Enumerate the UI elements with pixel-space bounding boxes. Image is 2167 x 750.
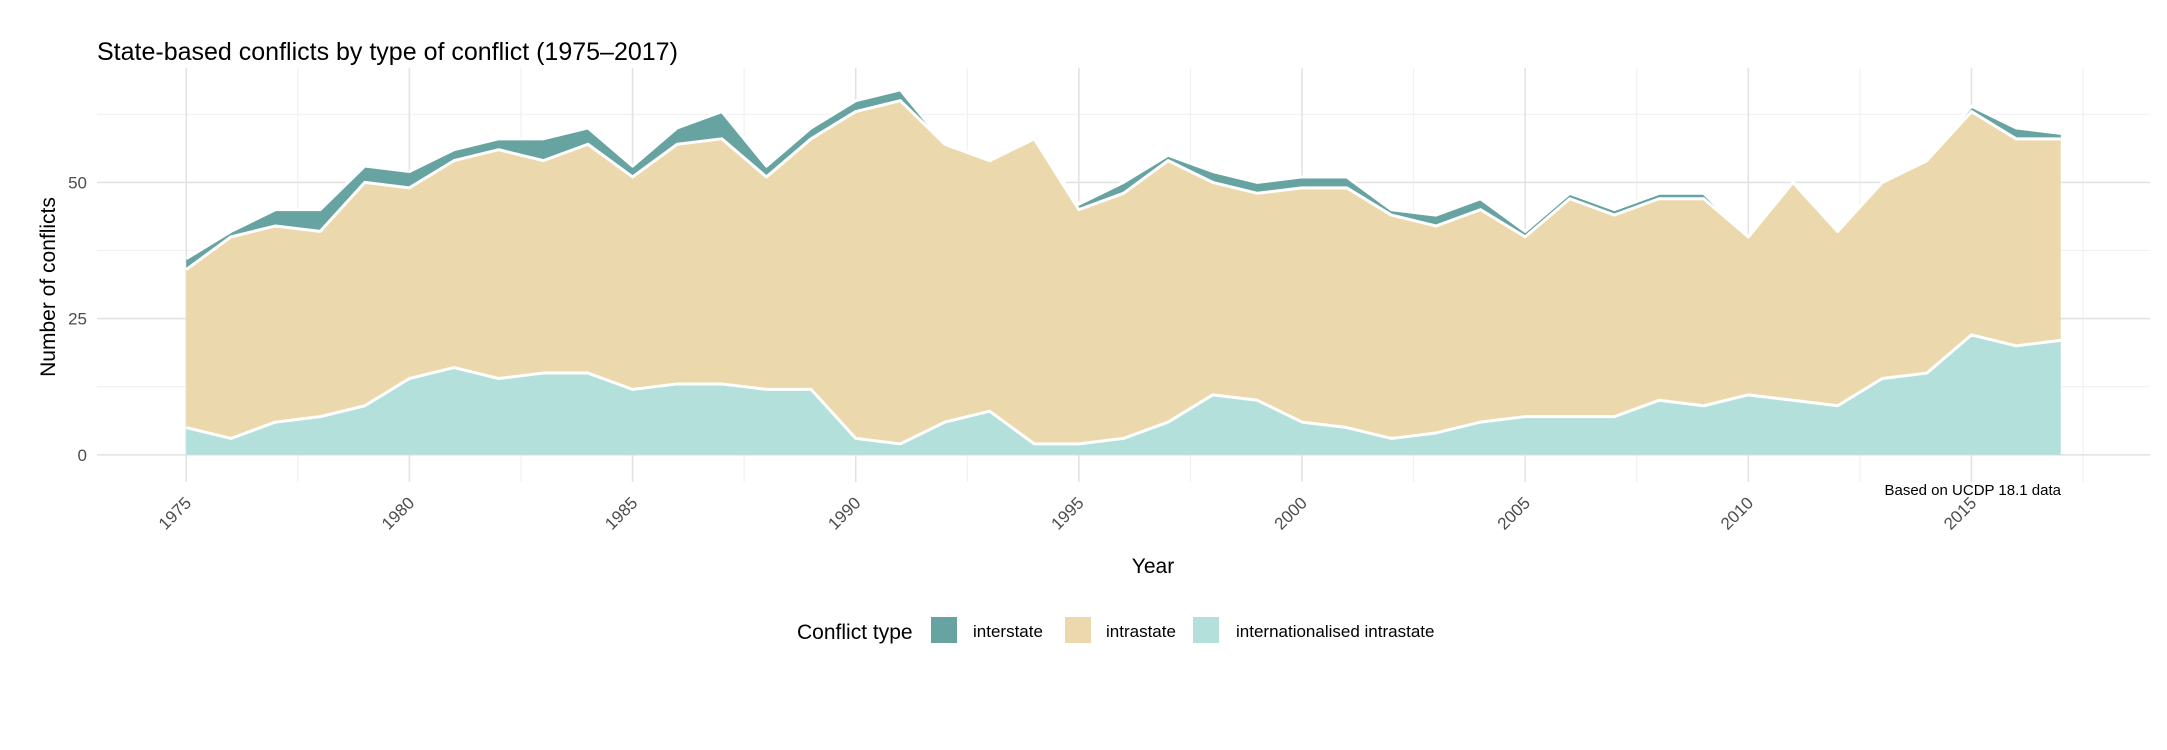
- boundary-interstate: [185, 88, 2061, 260]
- legend: Conflict type interstate intrastate intern…: [797, 617, 1434, 644]
- area-intrastate: [186, 100, 2061, 444]
- series-boundaries: [185, 88, 2061, 446]
- legend-label-interstate: interstate: [973, 622, 1043, 641]
- area-internationalised-intrastate: [186, 334, 2061, 455]
- legend-key-internationalised-intrastate: [1193, 617, 1219, 643]
- y-tick-label: 0: [78, 446, 87, 465]
- chart-title: State-based conflicts by type of conflic…: [97, 38, 678, 66]
- legend-key-intrastate: [1065, 617, 1091, 643]
- legend-label-intrastate: intrastate: [1106, 622, 1176, 641]
- chart-caption: Based on UCDP 18.1 data: [1884, 482, 2061, 499]
- legend-label-internationalised-intrastate: internationalised intrastate: [1236, 622, 1434, 641]
- y-tick-label: 50: [68, 173, 87, 192]
- legend-key-interstate: [931, 617, 957, 643]
- x-axis-title: Year: [1132, 555, 1174, 578]
- series-areas: [186, 89, 2061, 455]
- y-tick-label: 25: [68, 310, 87, 329]
- legend-title: Conflict type: [797, 621, 913, 644]
- y-axis-title: Number of conflicts: [37, 197, 60, 377]
- boundary-internationalised-intrastate: [185, 333, 2061, 446]
